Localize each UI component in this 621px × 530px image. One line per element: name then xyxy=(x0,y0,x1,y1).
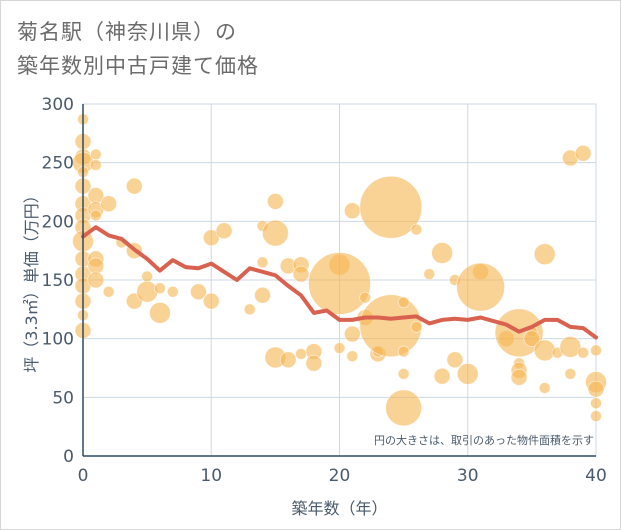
y-tick-label: 150 xyxy=(42,271,74,291)
y-tick-label: 200 xyxy=(42,212,74,232)
data-bubble xyxy=(533,243,556,266)
data-bubble xyxy=(587,380,605,398)
data-bubble xyxy=(254,286,271,304)
data-bubble xyxy=(538,382,551,394)
data-bubble xyxy=(397,345,410,358)
data-bubble xyxy=(385,389,423,427)
bubbles xyxy=(72,113,607,427)
data-bubble xyxy=(333,342,346,354)
axes xyxy=(82,104,596,457)
data-bubble xyxy=(89,148,102,161)
data-bubble xyxy=(202,229,220,247)
y-tick-label: 0 xyxy=(63,447,74,467)
data-bubble xyxy=(423,268,436,281)
data-bubble xyxy=(190,283,207,301)
data-bubble xyxy=(433,367,451,385)
data-bubble xyxy=(590,410,602,423)
data-bubble xyxy=(574,144,592,162)
data-bubble xyxy=(590,344,602,357)
data-bubble xyxy=(343,325,361,343)
data-bubble xyxy=(359,291,372,304)
data-bubble xyxy=(343,202,361,220)
data-bubble xyxy=(533,339,556,362)
y-axis-title: 坪（3.3㎡）単価（万円） xyxy=(22,187,41,372)
data-bubble xyxy=(590,397,602,410)
chart-title-line2: 築年数別中古戸建て価格 xyxy=(17,54,259,78)
data-bubble xyxy=(559,335,582,358)
y-tick-label: 250 xyxy=(42,154,74,174)
data-bubble xyxy=(266,192,284,210)
data-bubble xyxy=(456,362,479,385)
data-bubble xyxy=(346,350,359,363)
y-tick-label: 100 xyxy=(42,330,74,350)
bubble-size-note: 円の大きさは、取引のあった物件面積を示す xyxy=(374,433,594,447)
data-bubble xyxy=(295,348,307,360)
data-bubble xyxy=(397,296,410,309)
x-axis-title: 築年数（年） xyxy=(291,499,387,518)
data-bubble xyxy=(256,256,269,269)
data-bubble xyxy=(456,262,505,312)
data-bubble xyxy=(136,280,159,303)
x-tick-label: 20 xyxy=(329,466,351,486)
data-bubble xyxy=(243,303,256,316)
y-tick-label: 300 xyxy=(42,95,74,115)
data-bubble xyxy=(308,252,371,315)
data-bubble xyxy=(431,242,454,264)
data-bubble xyxy=(446,351,464,369)
chart-title-line1: 菊名駅（神奈川県）の xyxy=(17,20,237,44)
data-bubble xyxy=(87,257,105,275)
data-bubble xyxy=(89,159,102,171)
labels: 0 50 100 150 200 250 300 0 10 20 30 40 築年数（年） 坪（3.3㎡）… xyxy=(22,95,607,518)
data-bubble xyxy=(154,282,166,295)
y-tick-label: 50 xyxy=(52,388,74,408)
data-bubble xyxy=(89,209,102,222)
data-bubble xyxy=(397,367,410,380)
data-bubble xyxy=(100,195,118,213)
trend-line-group xyxy=(81,225,598,340)
x-tick-label: 10 xyxy=(200,466,222,486)
data-bubble xyxy=(410,223,423,236)
data-bubble xyxy=(102,285,115,298)
data-bubble xyxy=(564,367,577,380)
data-bubble xyxy=(279,351,297,369)
data-bubble xyxy=(215,222,233,240)
data-bubble xyxy=(125,177,143,195)
x-tick-label: 40 xyxy=(585,466,607,486)
data-bubble xyxy=(510,368,528,386)
data-bubble xyxy=(292,265,310,283)
chart-title: 菊名駅（神奈川県）の 築年数別中古戸建て価格 xyxy=(17,15,259,83)
trend-line xyxy=(81,225,598,340)
data-bubble xyxy=(577,346,590,359)
data-bubble xyxy=(261,219,289,247)
x-tick-label: 0 xyxy=(78,466,89,486)
data-bubble xyxy=(305,354,323,372)
data-bubble xyxy=(87,271,105,289)
data-bubble xyxy=(202,292,220,310)
data-bubble xyxy=(410,321,423,333)
x-tick-label: 30 xyxy=(457,466,479,486)
data-bubble xyxy=(166,285,179,298)
data-bubble xyxy=(523,330,541,348)
data-bubble xyxy=(149,301,171,324)
data-bubble xyxy=(141,270,154,283)
data-bubble xyxy=(359,175,423,239)
